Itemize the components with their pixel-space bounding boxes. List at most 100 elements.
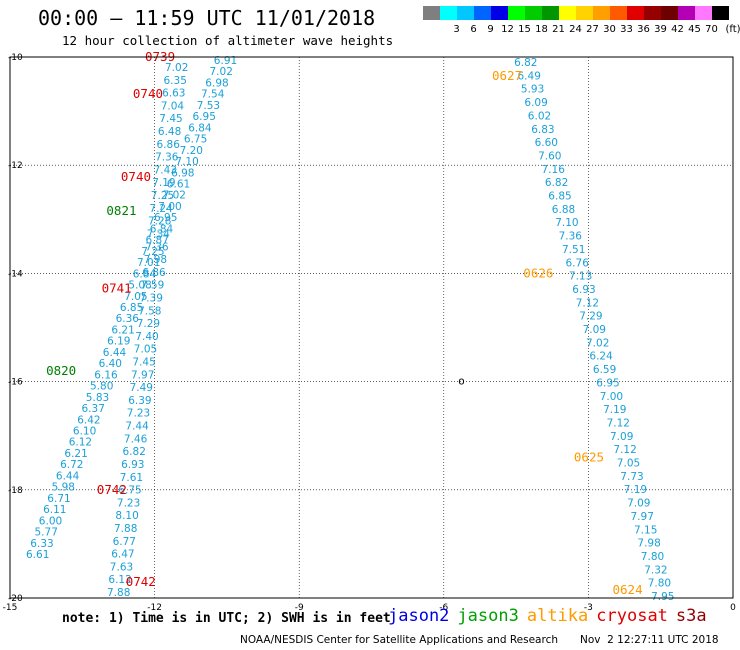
pass-time-altika: 0626 [523, 265, 553, 280]
swh-value: 7.80 [648, 578, 671, 590]
color-swatch [678, 6, 695, 20]
swh-value: 6.59 [593, 364, 616, 376]
swh-value: 7.54 [201, 89, 225, 101]
swh-value: 7.10 [555, 217, 578, 229]
swh-value: 6.84 [133, 268, 157, 280]
swh-value: 6.76 [566, 257, 590, 269]
color-scale-label: 45 [688, 24, 701, 35]
swh-value: 7.23 [127, 408, 150, 420]
swh-value: 6.82 [545, 177, 568, 189]
legend-jason2: jason2 [388, 606, 450, 626]
lon-tick-label: -9 [295, 603, 304, 613]
swh-value: 7.13 [569, 271, 592, 283]
color-swatch [695, 6, 712, 20]
swh-value: 7.61 [120, 472, 143, 484]
swh-value: 7.04 [161, 100, 185, 112]
map-title: 00:00 – 11:59 UTC 11/01/2018 [38, 6, 376, 30]
color-scale-label: 39 [654, 24, 667, 35]
lat-tick-label: -10 [8, 53, 23, 63]
color-scale-label: 27 [586, 24, 599, 35]
swh-value: 7.29 [579, 311, 602, 323]
swh-value: 7.39 [140, 293, 163, 305]
swh-value: 8.10 [115, 510, 138, 522]
swh-value: 6.44 [56, 470, 80, 482]
swh-value: 6.82 [123, 446, 146, 458]
swh-value: 5.93 [521, 84, 544, 96]
pass-time-cryosat: 0740 [121, 169, 151, 184]
swh-value: 6.84 [150, 223, 174, 235]
swh-value: 7.02 [586, 337, 609, 349]
units-note: note: 1) Time is in UTC; 2) SWH is in fe… [62, 611, 391, 626]
swh-value: 6.85 [548, 191, 571, 203]
swh-value: 7.19 [603, 404, 626, 416]
swh-value: 6.85 [120, 302, 143, 314]
swh-value: 7.00 [158, 201, 181, 213]
color-scale-label: 21 [552, 24, 565, 35]
swh-value: 5.08 [128, 280, 151, 292]
swh-value: 7.02 [210, 66, 233, 78]
color-swatch [712, 6, 729, 20]
swh-value: 7.09 [627, 498, 650, 510]
swh-value: 6.11 [43, 504, 66, 516]
lon-tick-label: 0 [730, 603, 736, 613]
color-swatch [661, 6, 678, 20]
color-swatch [610, 6, 627, 20]
swh-value: 6.24 [589, 351, 613, 363]
color-scale-label: 12 [501, 24, 514, 35]
swh-value: 7.36 [155, 152, 179, 164]
swh-value: 6.72 [60, 459, 83, 471]
altimeter-tracks: 6.917.026.987.547.536.956.846.757.207.10… [26, 55, 674, 603]
swh-value: 6.12 [108, 574, 131, 586]
swh-value: 6.00 [39, 515, 62, 527]
color-scale-label: 30 [603, 24, 616, 35]
swh-value: 6.91 [214, 55, 237, 67]
generated-timestamp: Nov 2 12:27:11 UTC 2018 [580, 634, 719, 646]
swh-value: 7.49 [130, 382, 153, 394]
swh-value: 7.32 [644, 564, 667, 576]
swh-value: 6.83 [531, 124, 554, 136]
color-swatch [423, 6, 440, 20]
map-subtitle: 12 hour collection of altimeter wave hei… [62, 33, 394, 48]
lat-tick-label: -12 [8, 161, 23, 171]
swh-value: 6.75 [184, 134, 207, 146]
swh-value: 6.21 [111, 325, 134, 337]
color-scale-label: 42 [671, 24, 684, 35]
swh-value: 7.45 [132, 357, 155, 369]
color-swatch [440, 6, 457, 20]
lat-tick-label: -14 [8, 269, 23, 279]
color-swatch [559, 6, 576, 20]
pass-time-cryosat: 0740 [133, 86, 163, 101]
swh-value: 7.44 [125, 421, 149, 433]
swh-value: 7.97 [631, 511, 654, 523]
swh-value: 6.39 [128, 395, 151, 407]
swh-value: 6.98 [171, 167, 194, 179]
swh-value: 6.48 [158, 126, 181, 138]
swh-value: 6.09 [524, 97, 547, 109]
color-swatch [593, 6, 610, 20]
color-scale-unit: (ft) [725, 24, 740, 35]
color-scale-label: 6 [470, 24, 477, 35]
swh-value: 6.47 [111, 549, 134, 561]
swh-value: 6.16 [94, 369, 118, 381]
swh-value: 7.43 [154, 164, 177, 176]
swh-value: 7.15 [634, 524, 657, 536]
swh-value: 6.63 [162, 88, 185, 100]
swh-value: 5.98 [52, 482, 75, 494]
swh-value: 7.01 [137, 257, 160, 269]
color-scale-label: 3 [453, 24, 460, 35]
lon-tick-label: -15 [3, 603, 18, 613]
color-scale-label: 24 [569, 24, 582, 35]
swh-value: 6.95 [154, 212, 177, 224]
pass-time-cryosat: 0742 [97, 482, 127, 497]
swh-value: 7.09 [583, 324, 606, 336]
swh-value: 6.61 [26, 549, 49, 561]
swh-value: 6.88 [552, 204, 575, 216]
swh-value: 6.86 [157, 139, 181, 151]
color-swatch [474, 6, 491, 20]
swh-value: 7.24 [149, 203, 173, 215]
island-marker: o [458, 376, 464, 388]
swh-value: 7.25 [141, 246, 164, 258]
map-grid [10, 57, 733, 598]
swh-value: 7.19 [624, 484, 647, 496]
